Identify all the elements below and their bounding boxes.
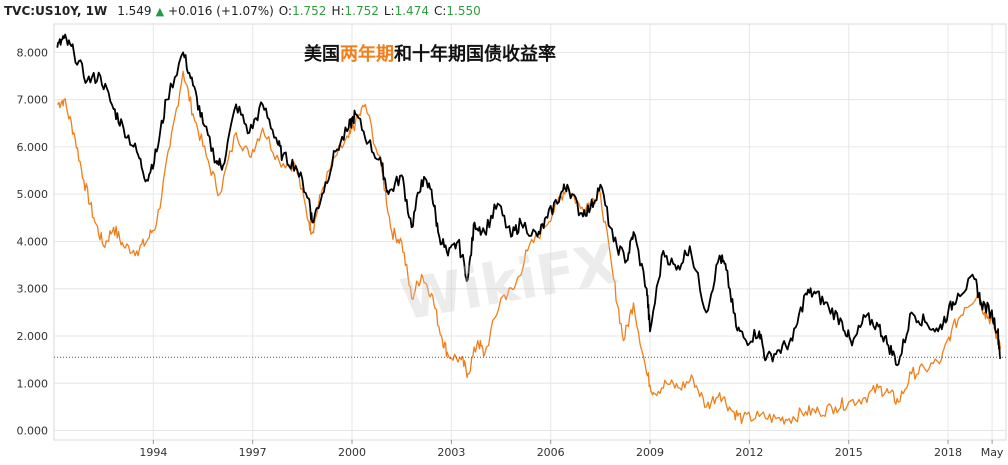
title-highlight: 两年期 xyxy=(340,44,394,65)
low-value: 1.474 xyxy=(394,4,429,18)
two-year-line xyxy=(56,70,1002,425)
grid-layer xyxy=(54,24,1006,440)
last-price: 1.549 xyxy=(117,4,152,18)
y-tick-label: 7.000 xyxy=(17,94,49,107)
x-tick-label: 2006 xyxy=(537,446,565,459)
high-value: 1.752 xyxy=(344,4,379,18)
y-tick-label: 3.000 xyxy=(17,283,49,296)
x-tick-label: 1997 xyxy=(239,446,267,459)
ten-year-line xyxy=(56,33,1002,367)
x-tick-label: 2003 xyxy=(437,446,465,459)
x-tick-label: 2000 xyxy=(338,446,366,459)
symbol-label[interactable]: TVC:US10Y, 1W xyxy=(4,4,108,18)
x-tick-label: 2018 xyxy=(934,446,962,459)
x-tick-label: 2009 xyxy=(636,446,664,459)
close-value: 1.550 xyxy=(446,4,481,18)
triangle-up-icon: ▲ xyxy=(155,4,165,18)
low-label: L: xyxy=(383,4,395,18)
series-layer xyxy=(56,33,1002,425)
x-tick-label: 2015 xyxy=(835,446,863,459)
y-tick-label: 8.000 xyxy=(17,46,49,59)
title-part2: 和十年期国债收益率 xyxy=(394,44,556,65)
title-part1: 美国 xyxy=(304,44,340,65)
x-tick-label: 2012 xyxy=(735,446,763,459)
close-label: C: xyxy=(433,4,447,18)
y-tick-label: 5.000 xyxy=(17,188,49,201)
y-tick-label: 0.000 xyxy=(17,425,49,438)
price-change: +0.016 (+1.07%) xyxy=(168,4,274,18)
chart-title: 美国两年期和十年期国债收益率 xyxy=(304,40,556,66)
plot-frame xyxy=(53,23,1007,441)
open-value: 1.752 xyxy=(292,4,327,18)
symbol-header: TVC:US10Y, 1W 1.549 ▲ +0.016 (+1.07%) O:… xyxy=(4,2,481,20)
high-label: H: xyxy=(331,4,345,18)
x-tick-label: May xyxy=(981,446,1004,459)
y-tick-label: 1.000 xyxy=(17,377,49,390)
open-label: O: xyxy=(278,4,293,18)
x-tick-label: 1994 xyxy=(139,446,167,459)
y-tick-label: 4.000 xyxy=(17,235,49,248)
y-tick-label: 6.000 xyxy=(17,141,49,154)
axis-layer: 0.000 1.000 2.000 3.000 4.000 5.000 6.000 7.000… xyxy=(17,46,1004,459)
y-tick-label: 2.000 xyxy=(17,330,49,343)
